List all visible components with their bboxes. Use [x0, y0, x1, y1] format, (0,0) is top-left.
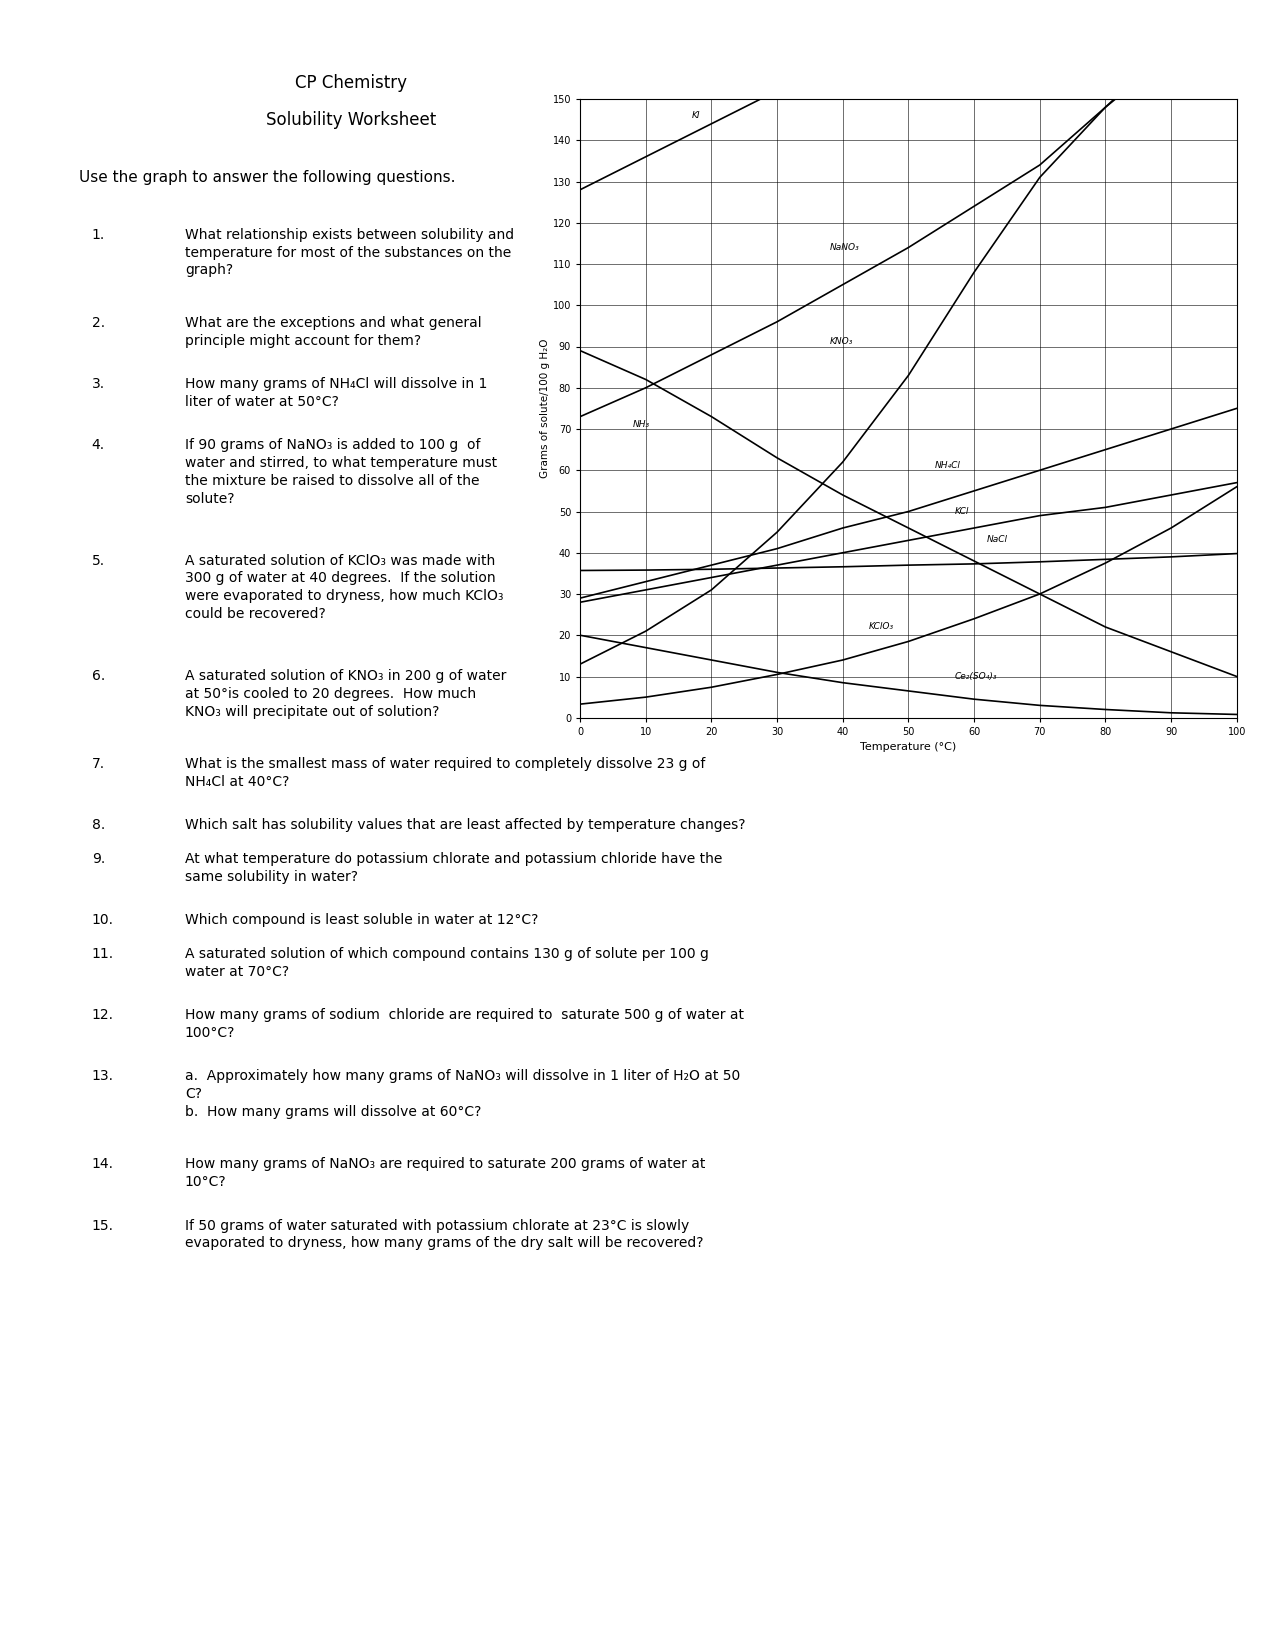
- Text: Which compound is least soluble in water at 12°C?: Which compound is least soluble in water…: [185, 914, 538, 927]
- Text: NH₄Cl: NH₄Cl: [935, 462, 960, 470]
- Text: KNO₃: KNO₃: [830, 338, 853, 346]
- Text: How many grams of NH₄Cl will dissolve in 1
liter of water at 50°C?: How many grams of NH₄Cl will dissolve in…: [185, 378, 487, 409]
- Text: 11.: 11.: [92, 947, 113, 960]
- Text: What are the exceptions and what general
principle might account for them?: What are the exceptions and what general…: [185, 317, 482, 348]
- Text: 13.: 13.: [92, 1069, 113, 1082]
- Text: KClO₃: KClO₃: [870, 622, 894, 632]
- Text: 15.: 15.: [92, 1219, 113, 1233]
- Text: If 90 grams of NaNO₃ is added to 100 g  of
water and stirred, to what temperatur: If 90 grams of NaNO₃ is added to 100 g o…: [185, 439, 497, 505]
- Text: Use the graph to answer the following questions.: Use the graph to answer the following qu…: [79, 170, 455, 185]
- X-axis label: Temperature (°C): Temperature (°C): [861, 742, 956, 752]
- Text: How many grams of sodium  chloride are required to  saturate 500 g of water at
1: How many grams of sodium chloride are re…: [185, 1008, 743, 1040]
- Text: At what temperature do potassium chlorate and potassium chloride have the
same s: At what temperature do potassium chlorat…: [185, 853, 722, 884]
- Text: 1.: 1.: [92, 228, 105, 241]
- Text: a.  Approximately how many grams of NaNO₃ will dissolve in 1 liter of H₂O at 50
: a. Approximately how many grams of NaNO₃…: [185, 1069, 739, 1119]
- Text: 7.: 7.: [92, 757, 105, 771]
- Text: 12.: 12.: [92, 1008, 113, 1021]
- Y-axis label: Grams of solute/100 g H₂O: Grams of solute/100 g H₂O: [539, 338, 550, 478]
- Text: A saturated solution of KNO₃ in 200 g of water
at 50°is cooled to 20 degrees.  H: A saturated solution of KNO₃ in 200 g of…: [185, 670, 506, 719]
- Text: Ce₂(SO₄)₃: Ce₂(SO₄)₃: [955, 672, 997, 681]
- Text: If 50 grams of water saturated with potassium chlorate at 23°C is slowly
evapora: If 50 grams of water saturated with pota…: [185, 1219, 704, 1251]
- Text: KCl: KCl: [955, 507, 969, 515]
- Text: NaNO₃: NaNO₃: [830, 243, 859, 251]
- Text: 14.: 14.: [92, 1158, 113, 1172]
- Text: Solubility Worksheet: Solubility Worksheet: [265, 111, 436, 129]
- Text: 3.: 3.: [92, 378, 105, 391]
- Text: NaCl: NaCl: [987, 536, 1009, 544]
- Text: How many grams of NaNO₃ are required to saturate 200 grams of water at
10°C?: How many grams of NaNO₃ are required to …: [185, 1158, 705, 1190]
- Text: 6.: 6.: [92, 670, 105, 683]
- Text: 8.: 8.: [92, 818, 105, 832]
- Text: 4.: 4.: [92, 439, 105, 452]
- Text: Which salt has solubility values that are least affected by temperature changes?: Which salt has solubility values that ar…: [185, 818, 746, 832]
- Text: 9.: 9.: [92, 853, 105, 866]
- Text: 2.: 2.: [92, 317, 105, 330]
- Text: 10.: 10.: [92, 914, 113, 927]
- Text: What relationship exists between solubility and
temperature for most of the subs: What relationship exists between solubil…: [185, 228, 514, 277]
- Text: What is the smallest mass of water required to completely dissolve 23 g of
NH₄Cl: What is the smallest mass of water requi…: [185, 757, 705, 789]
- Text: 5.: 5.: [92, 554, 105, 568]
- Text: NH₃: NH₃: [632, 421, 650, 429]
- Text: A saturated solution of KClO₃ was made with
300 g of water at 40 degrees.  If th: A saturated solution of KClO₃ was made w…: [185, 554, 504, 620]
- Text: CP Chemistry: CP Chemistry: [295, 74, 407, 92]
- Text: KI: KI: [692, 111, 700, 120]
- Text: A saturated solution of which compound contains 130 g of solute per 100 g
water : A saturated solution of which compound c…: [185, 947, 709, 978]
